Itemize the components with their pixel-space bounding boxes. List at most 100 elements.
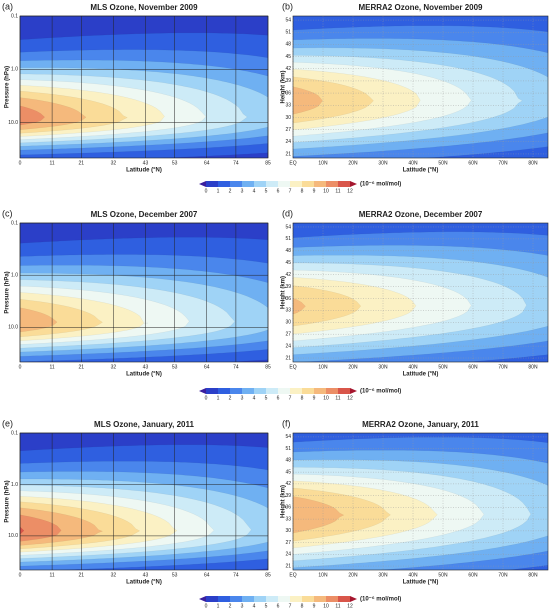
x-tick-label: 32 bbox=[111, 160, 117, 166]
y-tick-label: 51 bbox=[285, 446, 291, 452]
panel-label: (e) bbox=[2, 418, 13, 428]
y-tick-label: 10.0 bbox=[8, 120, 18, 126]
colorbar-swatch bbox=[290, 181, 303, 187]
x-tick-label: 20N bbox=[348, 160, 358, 166]
contour-band bbox=[293, 285, 362, 327]
y-tick-label: 24 bbox=[285, 139, 291, 145]
x-tick-label: 85 bbox=[265, 572, 271, 578]
x-tick-label: 11 bbox=[49, 160, 54, 166]
x-tick-label: 32 bbox=[111, 572, 117, 578]
colorbar-swatch bbox=[218, 388, 231, 394]
colorbar-swatch bbox=[326, 388, 339, 394]
x-tick-label: 80N bbox=[528, 160, 538, 166]
colorbar-over bbox=[350, 388, 357, 394]
colorbar-tick-label: 7 bbox=[289, 603, 292, 609]
colorbar-swatch bbox=[230, 181, 243, 187]
x-tick-label: 11 bbox=[49, 572, 54, 578]
colorbar-swatch bbox=[206, 596, 219, 602]
colorbar-tick-label: 8 bbox=[301, 395, 304, 401]
y-tick-label: 0.1 bbox=[11, 13, 18, 19]
colorbar-swatch bbox=[326, 596, 339, 602]
colorbar-tick-label: 12 bbox=[347, 395, 353, 401]
colorbar-tick-label: 5 bbox=[265, 395, 268, 401]
y-tick-label: 0.1 bbox=[11, 220, 18, 226]
chart-title: MERRA2 Ozone, December 2007 bbox=[359, 210, 483, 219]
chart-title: MLS Ozone, January, 2011 bbox=[94, 420, 194, 429]
colorbar-tick-label: 3 bbox=[241, 603, 244, 609]
x-tick-label: 85 bbox=[265, 160, 271, 166]
chart-title: MERRA2 Ozone, November 2009 bbox=[358, 3, 483, 12]
colorbar-tick-label: 12 bbox=[347, 188, 353, 194]
y-tick-label: 30 bbox=[285, 528, 291, 534]
plot-frame bbox=[292, 432, 549, 571]
x-tick-label: 0 bbox=[19, 572, 22, 578]
colorbar-tick-label: 6 bbox=[277, 395, 280, 401]
x-tick-label: EQ bbox=[289, 160, 296, 166]
y-tick-label: 54 bbox=[285, 17, 291, 23]
plot-frame bbox=[19, 222, 269, 363]
x-tick-label: 11 bbox=[49, 364, 54, 370]
colorbar-tick-label: 7 bbox=[289, 188, 292, 194]
colorbar-swatch bbox=[278, 388, 291, 394]
colorbar-swatch bbox=[242, 181, 255, 187]
panel-label: (f) bbox=[282, 418, 291, 428]
colorbar-swatch bbox=[278, 181, 291, 187]
x-axis-label: Latitude (°N) bbox=[126, 168, 162, 174]
x-tick-label: 50N bbox=[438, 160, 448, 166]
x-tick-label: 60N bbox=[468, 364, 478, 370]
colorbar-tick-label: 12 bbox=[347, 603, 353, 609]
colorbar-swatch bbox=[254, 388, 267, 394]
x-tick-label: 10N bbox=[318, 572, 328, 578]
y-tick-label: 27 bbox=[285, 127, 291, 133]
x-tick-label: 43 bbox=[143, 364, 149, 370]
x-tick-label: 70N bbox=[498, 160, 508, 166]
colorbar-swatch bbox=[218, 596, 231, 602]
y-tick-label: 39 bbox=[285, 78, 291, 84]
contours bbox=[293, 16, 548, 158]
x-tick-label: 64 bbox=[204, 572, 210, 578]
y-tick-label: 33 bbox=[285, 516, 291, 522]
plot-frame bbox=[292, 222, 549, 363]
x-tick-label: 30N bbox=[378, 572, 388, 578]
y-tick-label: 24 bbox=[285, 343, 291, 349]
y-tick-label: 54 bbox=[285, 434, 291, 440]
colorbar-under bbox=[199, 596, 206, 602]
colorbar-swatch bbox=[266, 388, 279, 394]
x-tick-label: 80N bbox=[528, 364, 538, 370]
colorbar-swatch bbox=[254, 596, 267, 602]
colorbar-tick-label: 4 bbox=[253, 603, 256, 609]
colorbar-tick-label: 0 bbox=[205, 188, 208, 194]
y-tick-label: 21 bbox=[285, 563, 291, 569]
chart-title: MLS Ozone, December 2007 bbox=[91, 210, 198, 219]
x-tick-label: 74 bbox=[233, 364, 239, 370]
y-tick-label: 1.0 bbox=[11, 482, 18, 488]
contours bbox=[293, 433, 548, 570]
y-tick-label: 54 bbox=[285, 224, 291, 230]
colorbar-swatch bbox=[266, 596, 279, 602]
x-tick-label: 10N bbox=[318, 364, 328, 370]
x-tick-label: 40N bbox=[408, 364, 418, 370]
colorbar-tick-label: 8 bbox=[301, 188, 304, 194]
y-tick-label: 30 bbox=[285, 115, 291, 121]
x-tick-label: 40N bbox=[408, 160, 418, 166]
y-tick-label: 27 bbox=[285, 332, 291, 338]
y-axis-label: Height (km) bbox=[281, 70, 287, 103]
y-tick-label: 1.0 bbox=[11, 67, 18, 73]
y-tick-label: 30 bbox=[285, 320, 291, 326]
x-tick-label: EQ bbox=[289, 364, 296, 370]
x-tick-label: 40N bbox=[408, 572, 418, 578]
x-tick-label: 30N bbox=[378, 364, 388, 370]
colorbar-swatch bbox=[314, 388, 327, 394]
colorbar-swatch bbox=[278, 596, 291, 602]
colorbar-under bbox=[199, 388, 206, 394]
colorbar-over bbox=[350, 596, 357, 602]
contour-band bbox=[20, 105, 45, 126]
colorbar-tick-label: 11 bbox=[335, 395, 340, 401]
colorbar-swatch bbox=[206, 388, 219, 394]
colorbar-swatch bbox=[338, 181, 351, 187]
colorbar-swatch bbox=[314, 181, 327, 187]
panel-label: (d) bbox=[282, 208, 293, 218]
colorbar-tick-label: 1 bbox=[217, 395, 220, 401]
x-tick-label: 0 bbox=[19, 160, 22, 166]
plot-frame bbox=[292, 15, 549, 159]
